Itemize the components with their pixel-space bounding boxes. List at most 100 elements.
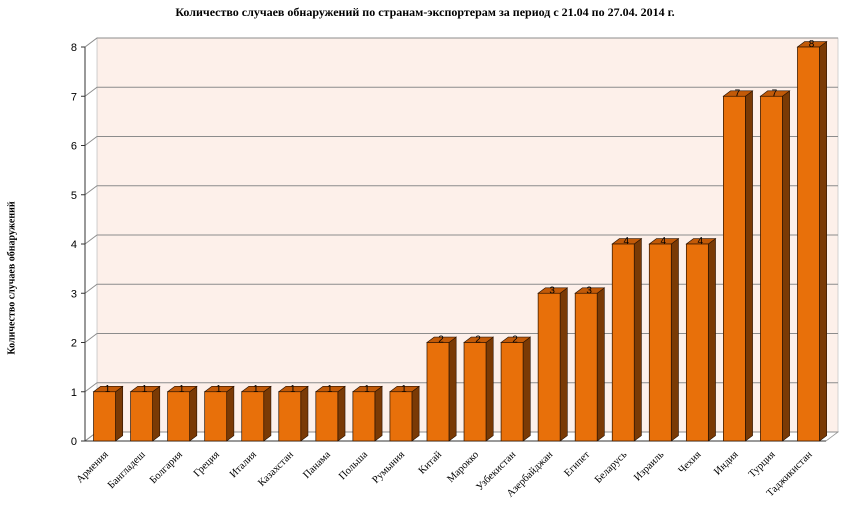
bar-front (611, 243, 635, 442)
bar (277, 385, 309, 442)
gridline (84, 185, 838, 196)
bar-front (167, 391, 190, 442)
bar-side (485, 336, 494, 442)
data-label: 4 (660, 236, 666, 247)
x-tick-label: Армения (75, 449, 111, 485)
bar-side (670, 238, 679, 442)
data-label: 4 (623, 236, 629, 247)
bar-side (596, 287, 605, 442)
data-label: 1 (179, 384, 185, 395)
y-tick-label: 3 (71, 288, 77, 300)
gridline (84, 283, 838, 294)
data-label: 2 (512, 335, 518, 346)
bar-front (389, 391, 413, 442)
bar (648, 238, 680, 442)
bar-front (760, 95, 783, 442)
bar (759, 90, 791, 442)
bar (685, 238, 717, 442)
data-label: 1 (253, 384, 259, 395)
bar (351, 385, 383, 442)
x-tick-label: Китай (417, 449, 445, 477)
bar-side (337, 385, 346, 442)
bar (129, 385, 161, 442)
data-label: 1 (401, 384, 407, 395)
x-tick-label: Турция (747, 449, 778, 480)
bar (240, 385, 272, 442)
data-label: 1 (364, 384, 370, 395)
bar-front (574, 292, 598, 442)
bar (389, 385, 421, 442)
bar-front (130, 391, 153, 442)
bar-side (152, 385, 161, 442)
x-tick-label: Марокко (445, 449, 481, 485)
bar (500, 336, 532, 442)
data-label: 3 (549, 285, 555, 296)
bar (314, 385, 346, 442)
bar-front (204, 391, 228, 442)
x-tick-label: Беларусь (593, 449, 629, 485)
gridline (84, 136, 838, 146)
x-tick-label: Италия (228, 449, 259, 480)
x-tick-label: Израиль (632, 449, 666, 483)
data-label: 2 (438, 335, 444, 346)
y-tick-label: 1 (71, 387, 77, 399)
data-label: 1 (327, 384, 333, 395)
y-tick-label: 0 (71, 436, 77, 448)
bar-side (745, 90, 753, 442)
data-label: 1 (105, 384, 111, 395)
bar-side (226, 385, 235, 442)
bar (463, 336, 495, 442)
bar-side (819, 40, 827, 442)
data-label: 1 (216, 384, 222, 395)
x-tick-label: Чехия (677, 449, 704, 476)
data-label: 4 (698, 236, 704, 247)
bar-side (411, 385, 420, 442)
x-tick-label: Бангладеш (106, 449, 148, 491)
bar (611, 238, 643, 442)
bar-side (263, 385, 272, 442)
data-label: 7 (772, 88, 778, 99)
bar-side (708, 238, 716, 442)
bar (796, 40, 828, 442)
y-tick-label: 6 (71, 141, 77, 153)
y-tick-label: 5 (71, 190, 77, 202)
bar-front (352, 391, 376, 442)
data-label: 1 (142, 384, 148, 395)
bar (537, 287, 569, 442)
y-tick-labels: 0 1 2 3 4 5 6 7 8 (71, 42, 77, 448)
bar-side (522, 336, 531, 442)
x-tick-label: Румыния (370, 449, 407, 486)
bar-front (723, 95, 746, 442)
chart-title: Количество случаев обнаружений по страна… (175, 5, 675, 19)
bar-side (115, 385, 124, 442)
bar-side (559, 287, 568, 442)
bar (166, 385, 198, 442)
bar-front (500, 342, 524, 442)
bar-side (300, 385, 309, 442)
x-tick-label: Египет (562, 449, 592, 479)
bar (574, 287, 606, 442)
bar (426, 336, 458, 442)
x-tick-label: Индия (712, 449, 740, 477)
x-tick-label: Польша (337, 449, 370, 482)
data-label: 3 (586, 285, 592, 296)
x-tick-label: Казахстан (256, 449, 296, 489)
bar-front (537, 292, 561, 442)
y-tick-label: 7 (71, 91, 77, 103)
x-tick-label: Греция (192, 449, 222, 479)
gridline (84, 86, 838, 97)
bars: 1 1 1 1 1 1 1 1 1 2 2 2 3 3 4 4 4 7 7 8 (92, 39, 828, 442)
bar (722, 90, 754, 442)
bar-front (241, 391, 265, 442)
data-label: 1 (290, 384, 296, 395)
data-label: 2 (475, 335, 481, 346)
gridline (84, 37, 838, 48)
bar-side (448, 336, 457, 442)
y-tick-label: 4 (71, 239, 77, 251)
bar-front (685, 243, 709, 442)
data-label: 8 (809, 39, 815, 50)
bar-front (797, 46, 820, 442)
bar-front (426, 342, 450, 442)
